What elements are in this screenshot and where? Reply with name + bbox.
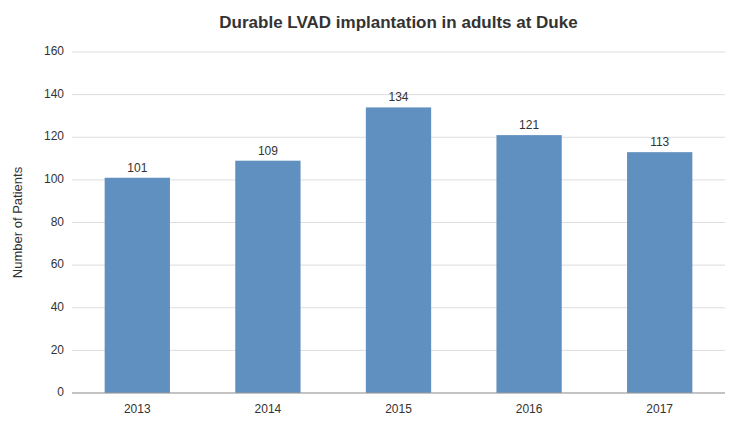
chart-svg: 0 20 40 60 80 100 120 140 160 101 109 134 121 113 2013… — [0, 0, 747, 437]
data-label: 109 — [258, 144, 278, 158]
x-tick-label: 2013 — [124, 402, 151, 416]
y-tick-label: 60 — [51, 257, 65, 271]
y-tick-label: 20 — [51, 343, 65, 357]
data-label: 113 — [650, 135, 669, 149]
x-tick-label: 2017 — [646, 402, 673, 416]
grid-line — [72, 52, 725, 53]
y-tick-label: 40 — [51, 300, 65, 314]
chart-container: 0 20 40 60 80 100 120 140 160 101 109 134 121 113 2013… — [0, 0, 747, 437]
bars — [105, 107, 693, 393]
y-tick-label: 160 — [44, 44, 64, 58]
grid — [72, 52, 725, 393]
bar — [105, 178, 170, 393]
page: {"chart_data": {"type": "bar", "title": … — [0, 0, 747, 437]
data-label: 134 — [388, 90, 408, 104]
x-tick-label: 2016 — [516, 402, 543, 416]
data-label: 101 — [127, 161, 147, 175]
y-tick-label: 80 — [51, 215, 65, 229]
y-axis-label: Number of Patients — [10, 166, 25, 278]
bar — [627, 152, 692, 393]
x-tick-label: 2015 — [385, 402, 412, 416]
bar — [496, 135, 561, 393]
y-tick-label: 120 — [44, 129, 64, 143]
x-tick-label: 2014 — [255, 402, 282, 416]
y-tick-label: 0 — [57, 385, 64, 399]
data-label: 121 — [519, 118, 539, 132]
y-tick-label: 140 — [44, 87, 64, 101]
bar — [366, 107, 431, 393]
bar — [235, 161, 300, 393]
chart-title: Durable LVAD implantation in adults at D… — [219, 13, 577, 32]
x-axis-line — [72, 393, 725, 394]
y-tick-label: 100 — [44, 172, 64, 186]
grid-line — [72, 393, 725, 394]
